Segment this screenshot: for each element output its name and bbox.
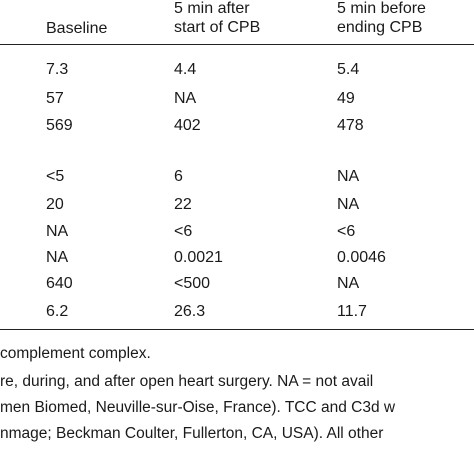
cell-after-start: 22 [174, 196, 192, 213]
cell-baseline: NA [46, 223, 69, 240]
cell-before-end: 49 [337, 90, 355, 107]
cell-before-end: NA [337, 168, 360, 185]
footnote-line: men Biomed, Neuville-sur-Oise, France). … [0, 399, 396, 416]
footnote-line: nmage; Beckman Coulter, Fullerton, CA, U… [0, 425, 384, 442]
cell-after-start: 26.3 [174, 303, 206, 320]
footnote-line: re, during, and after open heart surgery… [0, 373, 374, 390]
header-before-end-line1: 5 min before [337, 0, 426, 17]
cell-baseline: 6.2 [46, 303, 69, 320]
cell-after-start: 0.0021 [174, 249, 223, 266]
cell-baseline: 569 [46, 117, 73, 134]
cell-after-start: NA [174, 90, 197, 107]
cell-after-start: <500 [174, 275, 211, 292]
footnote-line: complement complex. [0, 345, 151, 362]
table-bottom-rule [0, 329, 474, 330]
cell-after-start: <6 [174, 223, 193, 240]
header-divider [0, 44, 474, 45]
cell-baseline: 7.3 [46, 61, 69, 78]
header-before-end-line2: ending CPB [337, 19, 423, 36]
cell-after-start: 402 [174, 117, 201, 134]
cell-baseline: <5 [46, 168, 65, 185]
cell-before-end: <6 [337, 223, 356, 240]
cell-baseline: NA [46, 249, 69, 266]
header-baseline: Baseline [46, 20, 108, 37]
cell-before-end: NA [337, 196, 360, 213]
header-after-start-line1: 5 min after [174, 0, 250, 17]
cell-before-end: 0.0046 [337, 249, 386, 266]
cell-before-end: 5.4 [337, 61, 360, 78]
cell-before-end: NA [337, 275, 360, 292]
cell-before-end: 478 [337, 117, 364, 134]
header-after-start-line2: start of CPB [174, 19, 261, 36]
cell-after-start: 6 [174, 168, 183, 185]
cell-baseline: 20 [46, 196, 64, 213]
cell-baseline: 57 [46, 90, 64, 107]
cell-baseline: 640 [46, 275, 73, 292]
cell-after-start: 4.4 [174, 61, 197, 78]
cell-before-end: 11.7 [337, 303, 367, 320]
